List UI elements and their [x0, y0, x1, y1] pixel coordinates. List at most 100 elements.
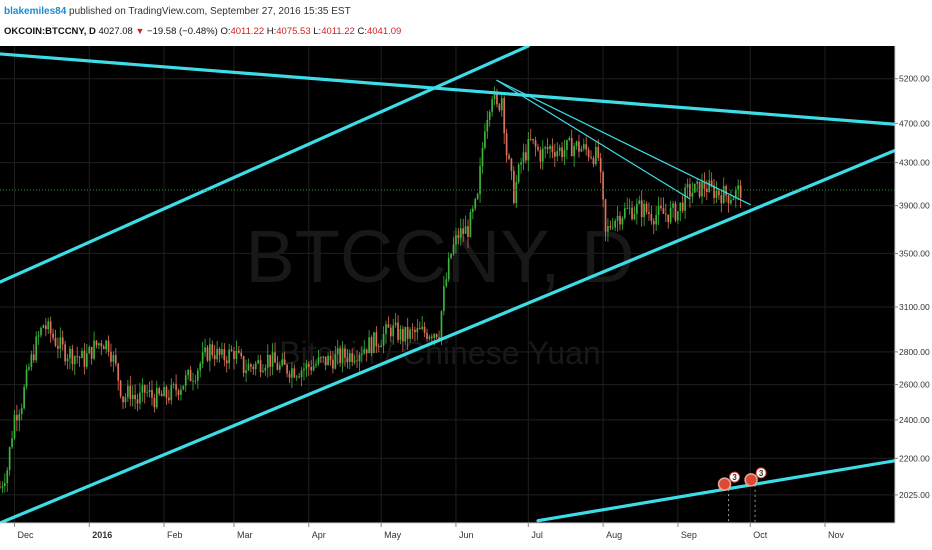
candle-body	[18, 414, 21, 421]
candle-body	[177, 390, 180, 395]
candle-body	[78, 357, 81, 359]
candle-body	[303, 368, 305, 371]
event-marker-badge	[755, 467, 767, 479]
candle-body	[0, 487, 1, 489]
candle-body	[81, 350, 83, 359]
candle-body	[158, 388, 161, 394]
trendline-drawings[interactable]	[0, 46, 900, 525]
long-descending-resistance[interactable]	[0, 52, 897, 126]
price-change: −19.58 (−0.48%)	[147, 26, 218, 37]
lower-channel-line[interactable]	[0, 148, 897, 525]
candle-body	[344, 348, 346, 358]
price-tick-label: 2200.00	[899, 453, 930, 463]
event-marker-count: 3	[759, 469, 764, 478]
candle-body	[3, 483, 6, 487]
mid-descending-resistance[interactable]	[496, 79, 691, 200]
candle-body	[312, 365, 315, 371]
candle-body	[662, 208, 665, 214]
candle-body	[291, 368, 293, 378]
candle-body	[471, 208, 474, 212]
candle-body	[211, 344, 214, 356]
candle-body	[455, 235, 457, 245]
candle-body	[457, 235, 460, 238]
time-axis[interactable]: Dec 2016 Feb Mar Apr May Jun Jul Aug Sep Oct Nov	[13, 523, 845, 540]
short-descending-resistance[interactable]	[496, 79, 751, 206]
candle-body	[447, 258, 450, 280]
candle-body	[488, 111, 491, 120]
candle-body	[336, 348, 339, 355]
candle-body	[329, 355, 332, 360]
open-value: 4011.22	[230, 26, 265, 37]
candle-body	[146, 392, 149, 393]
candle-body	[218, 348, 221, 355]
candle-body	[271, 352, 274, 367]
candle-body	[611, 227, 614, 229]
candle-body	[385, 324, 387, 334]
time-tick-label: Oct	[753, 530, 768, 540]
candle-body	[718, 190, 720, 196]
candle-body	[558, 147, 561, 152]
candle-body	[122, 396, 124, 403]
candle-body	[481, 148, 484, 167]
author-link[interactable]: blakemiles84	[4, 6, 67, 17]
candle-body	[76, 356, 79, 358]
candle-body	[459, 228, 462, 238]
candle-body	[139, 392, 141, 404]
candle-body	[715, 190, 718, 198]
price-axis[interactable]: 5200.00 4700.00 4300.00 3900.00 3500.00 3100.…	[895, 74, 930, 500]
candle-body	[409, 329, 411, 339]
candle-body	[713, 185, 715, 198]
candle-body	[520, 162, 522, 165]
candle-body	[300, 370, 303, 378]
candle-body	[13, 415, 16, 439]
candle-body	[73, 356, 76, 365]
candle-body	[732, 198, 735, 201]
time-tick-label: Apr	[312, 530, 326, 540]
plot-background	[0, 46, 895, 523]
candle-body	[66, 358, 69, 362]
candle-body	[597, 146, 600, 158]
candle-body	[725, 186, 727, 196]
candle-body	[573, 146, 575, 157]
candle-body	[44, 325, 47, 330]
low-value: 4011.22	[321, 26, 355, 37]
candle-body	[544, 147, 547, 149]
price-tick-label: 5200.00	[899, 74, 930, 84]
candle-body	[604, 199, 607, 232]
candle-body	[430, 336, 433, 338]
candle-body	[341, 348, 344, 363]
candle-body	[469, 211, 472, 237]
event-marker-circle[interactable]	[717, 477, 732, 491]
candle-body	[652, 220, 655, 225]
candle-body	[332, 359, 334, 369]
candle-body	[136, 399, 139, 404]
candle-body	[358, 354, 361, 362]
candle-body	[1, 486, 4, 488]
candle-body	[698, 181, 701, 197]
upper-channel-line[interactable]	[0, 46, 530, 284]
candle-body	[402, 329, 404, 342]
candle-body	[696, 181, 699, 184]
candle-body	[578, 141, 580, 152]
candle-body	[467, 226, 469, 237]
candle-body	[631, 207, 633, 220]
candle-body	[8, 447, 11, 471]
candle-body	[61, 337, 64, 345]
candle-body	[201, 352, 204, 364]
candle-body	[298, 376, 300, 378]
candle-body	[148, 389, 151, 393]
symbol-label[interactable]: OKCOIN:BTCCNY, D	[4, 26, 96, 37]
time-tick-label: Dec	[17, 530, 34, 540]
event-marker-circle[interactable]	[744, 473, 758, 487]
lower-parallel-line[interactable]	[536, 458, 900, 523]
candle-body	[54, 337, 57, 346]
candle-body	[278, 365, 281, 370]
candle-body	[184, 375, 187, 386]
candle-body	[286, 364, 288, 374]
candle-body	[114, 355, 117, 364]
candle-body	[445, 279, 448, 287]
price-chart[interactable]: BTCCNY, D Bitcoin / Chinese Yuan 4041.09…	[0, 46, 932, 550]
candle-body	[416, 328, 419, 333]
candle-body	[59, 337, 62, 349]
